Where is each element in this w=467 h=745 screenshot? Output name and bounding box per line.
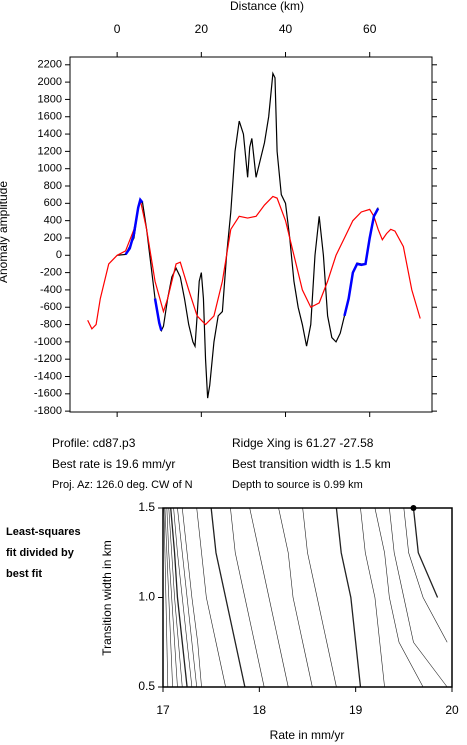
y-axis-label: Anomaly amplitude [0,181,10,283]
chart-title: Distance (km) [230,0,304,13]
y-tick-label: -800 [40,318,62,330]
contour-line [374,507,424,688]
y-tick-label: -400 [40,284,62,296]
side-note: fit divided by [6,547,75,559]
x-tick-label: 18 [253,703,267,717]
contour-line [249,507,289,688]
y-tick-label: 1600 [38,111,62,123]
annotation: Best transition width is 1.5 km [232,457,391,471]
contour-line [210,507,246,688]
y-tick-label: 0 [56,249,62,261]
y-tick-label: 1200 [38,145,62,157]
contour-line [163,507,169,688]
y-tick-label: -1400 [34,370,62,382]
y-tick-label: 2000 [38,76,62,88]
contour-line [389,507,448,688]
contour-line [164,507,173,688]
side-note: Least-squares [6,526,81,538]
x-tick-label: 17 [156,703,170,717]
x-tick-label: 40 [279,22,293,36]
y-tick-label: 200 [44,232,62,244]
annotation: Best rate is 19.6 mm/yr [52,457,175,471]
y-tick-label: -600 [40,301,62,313]
y-tick-label: -1200 [34,353,62,365]
data-line [124,197,380,331]
contour-line [230,507,265,688]
y-tick-label: -1000 [34,336,62,348]
x-tick-label: 20 [195,22,209,36]
y-tick-label: 1.5 [138,500,155,514]
x-tick-label: 0 [114,22,121,36]
y-tick-label: 800 [44,180,62,192]
x-tick-label: 60 [363,22,377,36]
contour-line [173,507,193,688]
annotation: Ridge Xing is 61.27 -27.58 [232,436,374,450]
y-tick-label: 1400 [38,128,62,140]
y-tick-label: 1000 [38,163,62,175]
contour-line [177,507,198,688]
contour-line [166,507,178,688]
data-line [117,71,379,399]
best-fit-point [410,505,417,511]
contour-line [278,507,313,688]
side-note: best fit [6,568,42,580]
y-tick-label: -1800 [34,405,62,417]
contour-line [403,507,448,643]
contour-line [196,507,226,688]
y-tick-label: 1800 [38,93,62,105]
contour-line [170,507,188,688]
y-tick-label: 400 [44,215,62,227]
y-tick-label: 2200 [38,59,62,71]
y-tick-label: 1.0 [138,590,155,604]
plot-frame [69,56,433,413]
contour-line [181,507,202,688]
contour-line [360,507,385,688]
y-tick-label: 600 [44,197,62,209]
x-tick-label: 20 [445,703,459,717]
annotation: Profile: cd87.p3 [52,436,136,450]
y-tick-label: 0.5 [138,679,155,693]
contour-line [302,507,337,688]
y-tick-label: -1600 [34,388,62,400]
y-tick-label: -200 [40,267,62,279]
contour-line [335,507,362,688]
x-axis-label: Rate in mm/yr [270,728,345,742]
x-tick-label: 19 [349,703,363,717]
y-axis-label: Transition width in km [100,540,114,656]
annotation: Proj. Az: 126.0 deg. CW of N [52,479,193,491]
annotation: Depth to source is 0.99 km [232,479,363,491]
contour-line [168,507,183,688]
contour-line [412,507,439,598]
